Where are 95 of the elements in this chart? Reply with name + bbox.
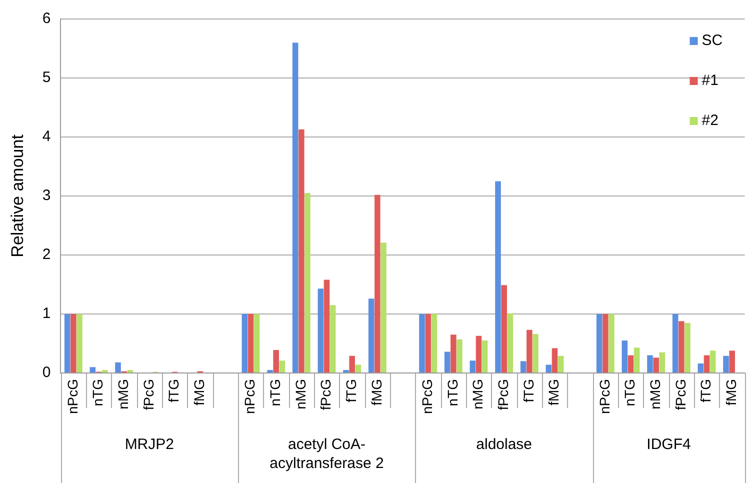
x-tick-label: nPcG (596, 378, 612, 414)
x-tick-label: nPcG (418, 378, 435, 414)
bar (450, 334, 456, 372)
bar (501, 285, 507, 372)
x-tick-label: nTG (622, 378, 638, 406)
x-tick-label: fPcG (672, 378, 688, 410)
bar (64, 314, 70, 372)
bar (659, 352, 666, 372)
bar (546, 364, 552, 372)
bar (425, 314, 431, 372)
x-tick-label: nTG (444, 378, 460, 406)
x-tick-label: fTG (520, 378, 536, 402)
bar (419, 314, 425, 372)
bar (647, 355, 653, 372)
x-tick-label: nMG (292, 378, 308, 410)
text: IDGF4 (646, 436, 691, 454)
bar (115, 362, 121, 372)
bar (558, 356, 564, 372)
bar (520, 361, 526, 372)
text: MRJP2 (124, 436, 174, 454)
x-tick-label: fMG (722, 378, 739, 406)
x-tick-label: fMG (190, 378, 207, 406)
x-tick-label: fTG (698, 378, 714, 402)
x-tick-label: nMG (470, 378, 486, 410)
x-tick-label: fMG (368, 378, 384, 406)
bar (482, 340, 488, 372)
bar (684, 322, 690, 372)
legend-label: SC (702, 32, 723, 50)
x-tick-label: fPcG (494, 378, 511, 410)
bar (729, 350, 735, 372)
bar (355, 364, 362, 372)
bar (431, 314, 438, 372)
bar (672, 314, 678, 372)
x-tick-label: fMG (546, 378, 562, 406)
bar (552, 348, 558, 372)
y-tick-label: 3 (42, 187, 51, 204)
bar (254, 314, 260, 372)
bar (596, 314, 602, 372)
y-tick-label: 2 (42, 246, 51, 264)
bar (470, 360, 476, 372)
bar (242, 314, 248, 372)
bar (330, 305, 336, 372)
bar (248, 314, 254, 372)
bar (292, 42, 298, 372)
bar (273, 350, 279, 372)
bar (279, 360, 286, 372)
bar (90, 367, 96, 372)
y-axis-title: Relative amount (8, 134, 27, 258)
bar (76, 314, 82, 372)
x-tick-label: fPcG (140, 378, 156, 410)
bar (374, 194, 380, 372)
bar (349, 356, 355, 372)
bar (298, 129, 304, 372)
bar (634, 348, 640, 372)
y-tick-label: 5 (42, 69, 51, 86)
bar (476, 336, 482, 372)
x-tick-label: nMG (114, 378, 131, 410)
x-tick-label: nPcG (64, 378, 80, 414)
legend-label: #2 (702, 112, 718, 130)
bar (704, 355, 710, 372)
y-tick-label: 4 (42, 128, 51, 146)
bar (495, 181, 501, 372)
bar (678, 321, 684, 372)
bar (444, 352, 450, 372)
bar (318, 288, 324, 372)
bar (532, 334, 538, 372)
x-tick-label: nPcG (242, 378, 258, 414)
bar (456, 339, 462, 372)
x-tick-label: nTG (90, 378, 106, 406)
y-tick-label: 0 (42, 364, 51, 382)
y-tick-label: 6 (42, 10, 51, 28)
bar (622, 340, 628, 372)
bar (507, 313, 514, 372)
bar (70, 314, 76, 372)
text: acetyl CoA-acyltransferase 2 (270, 436, 384, 472)
bar (628, 355, 634, 372)
bar (526, 330, 532, 372)
text: aldolase (476, 436, 532, 454)
bar (304, 193, 310, 372)
x-tick-label: nMG (646, 378, 663, 410)
y-tick-label: 1 (42, 305, 51, 322)
x-tick-label: fTG (342, 378, 359, 402)
bar (324, 280, 330, 372)
bar (698, 364, 704, 372)
bar (602, 314, 608, 372)
x-tick-label: nTG (266, 378, 283, 406)
bar (368, 298, 374, 372)
x-tick-label: fTG (166, 378, 182, 402)
bar (608, 314, 614, 372)
bar (380, 242, 386, 372)
bar (653, 358, 659, 372)
bar (710, 350, 716, 372)
bar (723, 356, 729, 372)
x-tick-label: fPcG (318, 378, 334, 410)
legend-label: #1 (702, 72, 718, 90)
